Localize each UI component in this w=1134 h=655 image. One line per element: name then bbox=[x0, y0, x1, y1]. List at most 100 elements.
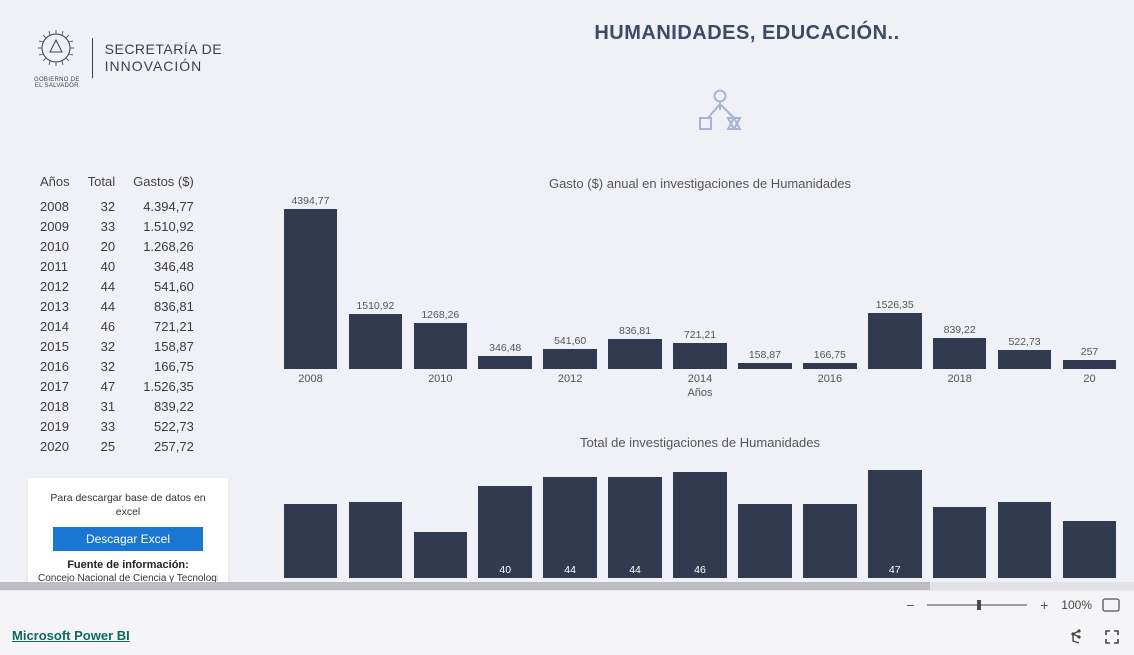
table-cell: 1.526,35 bbox=[125, 377, 202, 395]
xaxis-tick: 2016 bbox=[799, 373, 860, 385]
report-hscrollbar-thumb[interactable] bbox=[0, 582, 930, 590]
bar[interactable]: 836,81 bbox=[605, 325, 666, 369]
table-row[interactable]: 201632166,75 bbox=[32, 357, 202, 375]
table-cell: 2013 bbox=[32, 297, 78, 315]
download-excel-button[interactable]: Descagar Excel bbox=[53, 527, 203, 551]
xaxis-tick bbox=[734, 373, 795, 385]
brand-logo-block: GOBIERNO DE EL SALVADOR SECRETARÍA DE IN… bbox=[34, 26, 222, 89]
bar-rect bbox=[803, 363, 857, 369]
bar[interactable]: 47 bbox=[864, 470, 925, 578]
bar[interactable]: 346,48 bbox=[475, 342, 536, 369]
powerbi-link[interactable]: Microsoft Power BI bbox=[12, 628, 130, 643]
table-cell: 158,87 bbox=[125, 337, 202, 355]
table-cell: 33 bbox=[80, 417, 123, 435]
chart-total-bars: 4044444647 bbox=[280, 458, 1120, 578]
bar[interactable]: 158,87 bbox=[734, 349, 795, 369]
bar[interactable] bbox=[929, 507, 990, 578]
table-cell: 839,22 bbox=[125, 397, 202, 415]
bar-value-label: 4394,77 bbox=[291, 195, 329, 207]
chart-total[interactable]: Total de investigaciones de Humanidades … bbox=[280, 435, 1120, 578]
share-icon[interactable] bbox=[1068, 629, 1084, 645]
table-cell: 33 bbox=[80, 217, 123, 235]
table-row[interactable]: 201344836,81 bbox=[32, 297, 202, 315]
table-cell: 2015 bbox=[32, 337, 78, 355]
xaxis-tick: 20 bbox=[1059, 373, 1120, 385]
bar-value-label: 839,22 bbox=[944, 324, 976, 336]
bar[interactable] bbox=[280, 504, 341, 578]
brand-sub: GOBIERNO DE EL SALVADOR bbox=[34, 77, 80, 89]
gov-seal-icon bbox=[34, 26, 78, 70]
table-row[interactable]: 202025257,72 bbox=[32, 437, 202, 455]
table-row[interactable]: 201140346,48 bbox=[32, 257, 202, 275]
table-cell: 346,48 bbox=[125, 257, 202, 275]
table-cell: 25 bbox=[80, 437, 123, 455]
table-cell: 1.510,92 bbox=[125, 217, 202, 235]
table-row[interactable]: 201446721,21 bbox=[32, 317, 202, 335]
fullscreen-icon[interactable] bbox=[1104, 629, 1120, 645]
bar[interactable] bbox=[799, 504, 860, 578]
bar[interactable] bbox=[994, 502, 1055, 578]
bar[interactable] bbox=[345, 502, 406, 578]
zoom-in-button[interactable]: + bbox=[1037, 597, 1051, 613]
table-cell: 47 bbox=[80, 377, 123, 395]
download-panel: Para descargar base de datos en excel De… bbox=[28, 478, 228, 590]
table-header[interactable]: Años bbox=[32, 172, 78, 195]
bar[interactable]: 1526,35 bbox=[864, 299, 925, 369]
zoom-out-button[interactable]: − bbox=[903, 597, 917, 613]
data-table[interactable]: AñosTotalGastos ($) 2008324.394,77 200933… bbox=[30, 170, 204, 457]
bar-rect bbox=[738, 363, 792, 369]
table-row[interactable]: 201933522,73 bbox=[32, 417, 202, 435]
bar[interactable]: 1268,26 bbox=[410, 309, 471, 369]
chart-gasto-bars: 4394,771510,921268,26346,48541,60836,817… bbox=[280, 199, 1120, 369]
table-row[interactable]: 2010201.268,26 bbox=[32, 237, 202, 255]
bar-rect bbox=[414, 323, 468, 369]
bar[interactable]: 541,60 bbox=[540, 335, 601, 369]
bar[interactable]: 46 bbox=[670, 472, 731, 578]
bar[interactable]: 40 bbox=[475, 486, 536, 578]
bar-rect bbox=[803, 504, 857, 578]
table-row[interactable]: 201532158,87 bbox=[32, 337, 202, 355]
table-cell: 46 bbox=[80, 317, 123, 335]
table-header[interactable]: Gastos ($) bbox=[125, 172, 202, 195]
fit-to-page-button[interactable] bbox=[1102, 598, 1120, 612]
table-cell: 541,60 bbox=[125, 277, 202, 295]
bar-value-label: 836,81 bbox=[619, 325, 651, 337]
xaxis-tick: 2018 bbox=[929, 373, 990, 385]
table-row[interactable]: 2017471.526,35 bbox=[32, 377, 202, 395]
bar[interactable]: 44 bbox=[605, 477, 666, 578]
bar[interactable]: 166,75 bbox=[799, 349, 860, 369]
bar[interactable]: 839,22 bbox=[929, 324, 990, 369]
table-row[interactable]: 2008324.394,77 bbox=[32, 197, 202, 215]
xaxis-tick bbox=[605, 373, 666, 385]
bar-value-label: 1510,92 bbox=[356, 300, 394, 312]
table-cell: 4.394,77 bbox=[125, 197, 202, 215]
bar-rect bbox=[349, 502, 403, 578]
report-hscrollbar[interactable] bbox=[0, 582, 1134, 590]
bar[interactable]: 1510,92 bbox=[345, 300, 406, 369]
brand-text: SECRETARÍA DE INNOVACIÓN bbox=[105, 41, 223, 73]
page-title: HUMANIDADES, EDUCACIÓN.. bbox=[400, 22, 1094, 45]
bar[interactable] bbox=[410, 532, 471, 578]
brand-line2: INNOVACIÓN bbox=[105, 58, 223, 74]
table-cell: 32 bbox=[80, 337, 123, 355]
bar[interactable]: 4394,77 bbox=[280, 195, 341, 369]
xaxis-tick: 2014 bbox=[670, 373, 731, 385]
zoom-slider[interactable] bbox=[927, 604, 1027, 606]
bar[interactable]: 257 bbox=[1059, 346, 1120, 369]
bar[interactable]: 721,21 bbox=[670, 329, 731, 369]
table-cell: 522,73 bbox=[125, 417, 202, 435]
bar-value-label: 346,48 bbox=[489, 342, 521, 354]
chart-gasto[interactable]: Gasto ($) anual en investigaciones de Hu… bbox=[280, 176, 1120, 399]
bar[interactable]: 522,73 bbox=[994, 336, 1055, 369]
table-row[interactable]: 201244541,60 bbox=[32, 277, 202, 295]
bar[interactable] bbox=[734, 504, 795, 578]
bar-value-label: 257 bbox=[1081, 346, 1099, 358]
bar[interactable] bbox=[1059, 521, 1120, 578]
bar[interactable]: 44 bbox=[540, 477, 601, 578]
zoom-slider-knob[interactable] bbox=[977, 600, 981, 610]
table-row[interactable]: 2009331.510,92 bbox=[32, 217, 202, 235]
table-header[interactable]: Total bbox=[80, 172, 123, 195]
table-cell: 40 bbox=[80, 257, 123, 275]
table-cell: 44 bbox=[80, 277, 123, 295]
table-row[interactable]: 201831839,22 bbox=[32, 397, 202, 415]
